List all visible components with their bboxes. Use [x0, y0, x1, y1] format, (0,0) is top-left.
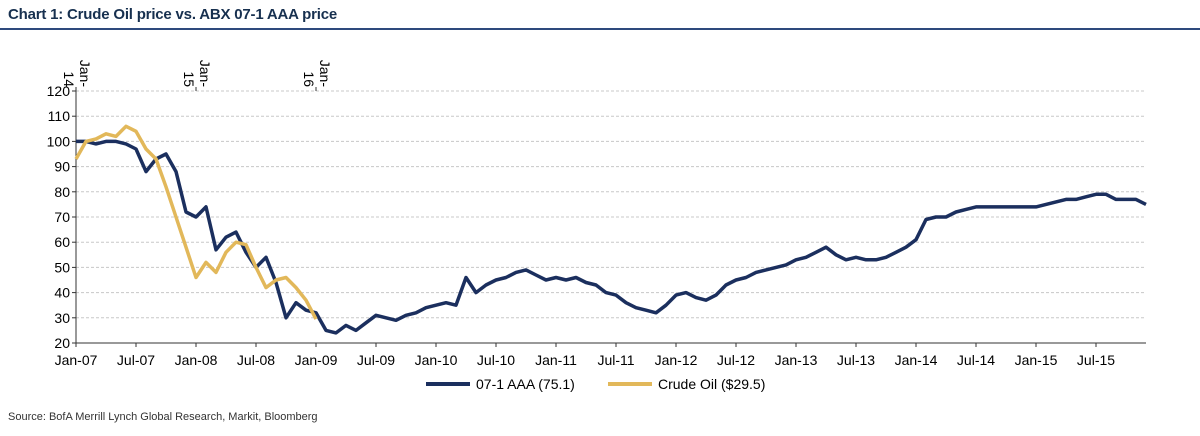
top-axis-tick-label: Jan-16	[301, 60, 333, 88]
y-tick-label: 100	[47, 133, 71, 149]
x-tick-label: Jan-12	[655, 352, 698, 368]
x-tick-label: Jul-15	[1077, 352, 1115, 368]
y-tick-label: 110	[48, 108, 71, 124]
x-tick-label: Jul-13	[837, 352, 875, 368]
chart-header: Chart 1: Crude Oil price vs. ABX 07-1 AA…	[0, 0, 1200, 30]
source-note: Source: BofA Merrill Lynch Global Resear…	[8, 411, 318, 423]
legend-label: Crude Oil ($29.5)	[658, 376, 765, 392]
x-tick-label: Jul-12	[717, 352, 755, 368]
series-line-crude-oil	[74, 124, 318, 320]
x-tick-label: Jan-15	[1015, 352, 1058, 368]
x-tick-label: Jan-11	[535, 352, 577, 368]
y-tick-label: 120	[47, 83, 71, 99]
series-line-abx	[76, 139, 1147, 335]
x-tick-label: Jan-09	[295, 352, 338, 368]
legend-label: 07-1 AAA (75.1)	[476, 376, 575, 392]
x-tick-label: Jan-08	[175, 352, 218, 368]
x-tick-label: Jul-08	[237, 352, 275, 368]
x-tick-label: Jan-10	[415, 352, 458, 368]
x-tick-label: Jul-11	[597, 352, 634, 368]
y-tick-label: 20	[54, 335, 70, 351]
x-tick-label: Jan-13	[775, 352, 818, 368]
x-tick-label: Jul-10	[477, 352, 515, 368]
y-tick-label: 80	[54, 184, 70, 200]
x-tick-label: Jan-14	[895, 352, 938, 368]
x-tick-label: Jul-09	[357, 352, 395, 368]
top-axis-tick-label: Jan-14	[61, 60, 93, 88]
chart-title: Chart 1: Crude Oil price vs. ABX 07-1 AA…	[8, 6, 338, 23]
y-tick-label: 70	[54, 209, 70, 225]
y-tick-label: 50	[54, 259, 70, 275]
x-tick-label: Jan-07	[55, 352, 98, 368]
top-axis-tick-label: Jan-15	[181, 60, 213, 88]
y-tick-label: 30	[54, 310, 70, 326]
x-tick-label: Jul-14	[957, 352, 995, 368]
x-tick-label: Jul-07	[117, 352, 155, 368]
y-tick-label: 40	[54, 285, 70, 301]
y-tick-label: 60	[54, 234, 70, 250]
y-tick-label: 90	[54, 159, 70, 175]
